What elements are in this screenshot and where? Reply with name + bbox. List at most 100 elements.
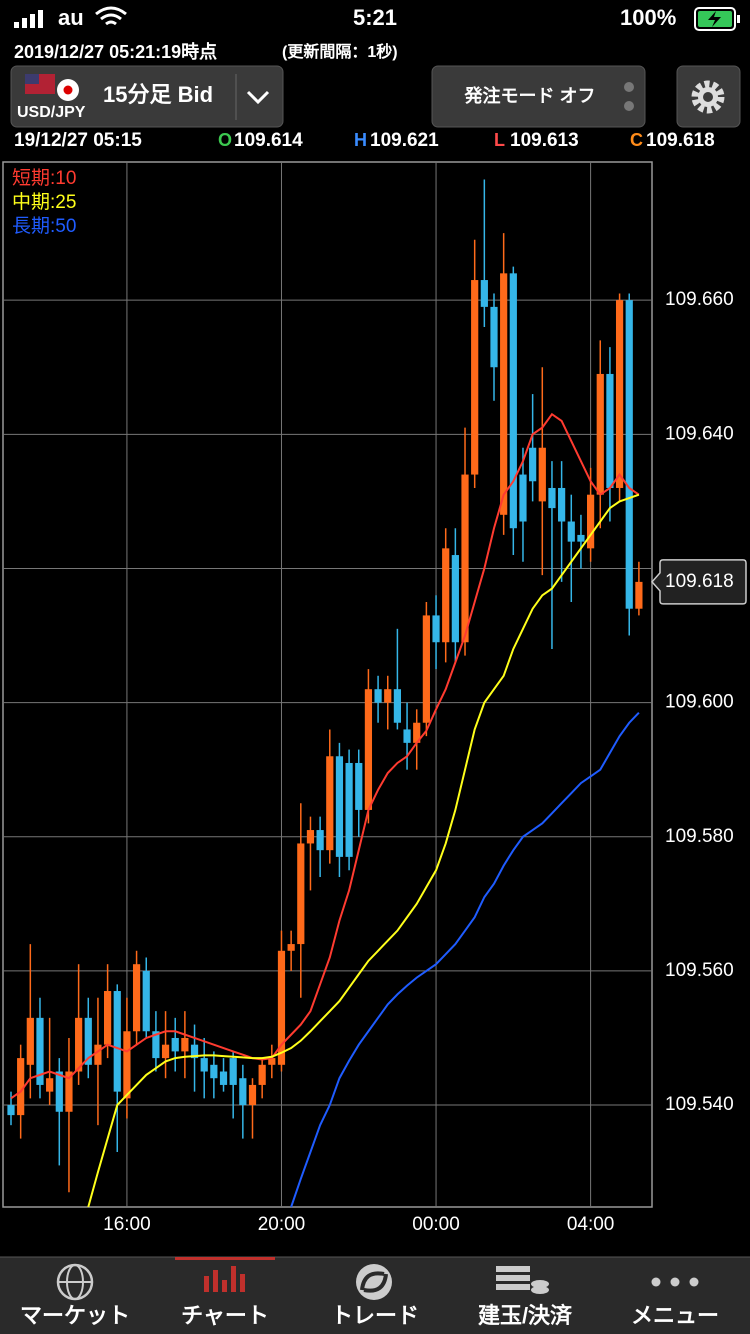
- order-mode: 発注モード オフ: [463, 85, 595, 106]
- order-mode-button[interactable]: 発注モード オフ: [431, 65, 646, 128]
- tab-label[interactable]: 建玉/決済: [478, 1303, 573, 1328]
- candle-body: [94, 1044, 102, 1065]
- candle-body: [297, 843, 305, 945]
- pair: USD/JPY: [17, 104, 86, 121]
- chart-icon: [204, 1266, 245, 1292]
- candle-body: [277, 950, 286, 1065]
- position-icon: [496, 1266, 549, 1294]
- update-interval: (更新間隔：1秒): [282, 42, 398, 61]
- candle-body: [355, 762, 363, 810]
- carrier: au: [58, 5, 84, 30]
- candle-body: [26, 1017, 34, 1065]
- candle-body: [248, 1084, 257, 1106]
- chevron: [246, 90, 270, 105]
- active-tab-indicator: [175, 1257, 275, 1260]
- candle-body: [210, 1064, 218, 1079]
- ohlc-time: 19/12/27 05:15: [14, 130, 142, 151]
- candle-body: [287, 944, 295, 951]
- tab-label[interactable]: メニュー: [631, 1303, 719, 1328]
- candle-body: [104, 991, 112, 1045]
- menu-icon: [651, 1277, 699, 1287]
- ohlc-letter: L: [494, 130, 505, 150]
- y-tick-label: 109.560: [665, 960, 734, 981]
- clock: 5:21: [353, 5, 397, 30]
- candle-body: [471, 280, 479, 475]
- candle-body: [480, 280, 488, 307]
- candle-body: [36, 1017, 44, 1085]
- ma-line: [10, 412, 640, 1100]
- candle-body: [171, 1037, 179, 1052]
- candle-body: [442, 548, 450, 643]
- y-tick-label: 109.660: [665, 289, 734, 310]
- moving-averages: [10, 412, 640, 1208]
- candle-body: [587, 494, 595, 549]
- candle-body: [548, 487, 556, 509]
- candle-body: [123, 1031, 131, 1099]
- candle-body: [577, 534, 585, 542]
- candle-body: [161, 1044, 170, 1059]
- y-tick-label: 109.640: [665, 423, 734, 444]
- ma-line: [290, 711, 640, 1208]
- wifi-icon: [95, 6, 127, 26]
- candle-body: [17, 1058, 25, 1116]
- candle-body: [306, 830, 315, 844]
- trade-icon: [356, 1264, 392, 1300]
- tab-label[interactable]: トレード: [331, 1303, 419, 1328]
- ohlc-value: 109.613: [510, 130, 579, 151]
- candles: [7, 179, 643, 1193]
- candle-body: [84, 1017, 92, 1065]
- candle-body: [625, 300, 633, 609]
- candle-body: [152, 1031, 160, 1059]
- candle-body: [335, 756, 344, 857]
- candle-body: [65, 1071, 73, 1112]
- candle-body: [509, 273, 517, 529]
- candle-body: [55, 1071, 63, 1112]
- signal-icon: [14, 10, 43, 28]
- candle-body: [393, 689, 401, 723]
- battery-percent: 100%: [620, 5, 676, 30]
- candle-body: [538, 447, 546, 502]
- candle-body: [326, 756, 334, 851]
- battery-icon: [694, 7, 740, 31]
- candle-body: [567, 521, 575, 542]
- legend-entry: 短期:10: [12, 167, 76, 189]
- candle-body: [606, 373, 614, 488]
- x-tick-label: 20:00: [258, 1214, 306, 1235]
- candle-body: [75, 1017, 83, 1072]
- candle-body: [403, 729, 411, 743]
- candle-body: [219, 1071, 228, 1085]
- price-tag-label: 109.618: [665, 571, 734, 592]
- pair-selector[interactable]: 15分足 Bid USD/JPY: [10, 65, 284, 128]
- ohlc-letter: O: [218, 130, 232, 150]
- x-tick-label: 04:00: [567, 1214, 615, 1235]
- candle-body: [384, 689, 392, 703]
- candle-body: [46, 1078, 54, 1092]
- candle-body: [364, 689, 373, 810]
- legend-entry: 中期:25: [12, 191, 76, 213]
- tab-label[interactable]: マーケット: [20, 1303, 130, 1328]
- plot-frame: [2, 161, 653, 1208]
- ohlc-values: O 109.614 H 109.621 L 109.613 C 109.618: [218, 130, 715, 151]
- ohlc-value: 109.618: [646, 130, 715, 151]
- candle-body: [413, 722, 421, 743]
- candle-body: [7, 1105, 15, 1116]
- candle-body: [635, 581, 643, 609]
- x-tick-label: 00:00: [412, 1214, 460, 1235]
- candle-body: [529, 447, 537, 482]
- candle-body: [229, 1058, 237, 1085]
- price-tag: [650, 559, 747, 605]
- ohlc-letter: H: [354, 130, 367, 150]
- candle-body: [615, 300, 624, 488]
- tab-label[interactable]: チャート: [181, 1303, 269, 1328]
- tabs: マーケット チャート トレード 建玉/決済 メニュー: [20, 1303, 719, 1328]
- candle-body: [200, 1058, 208, 1072]
- ohlc-letter: C: [630, 130, 643, 150]
- market-icon: [56, 1263, 94, 1301]
- candle-body: [422, 615, 430, 723]
- candle-body: [374, 689, 382, 703]
- settings-button[interactable]: [676, 65, 741, 128]
- candle-body: [596, 373, 604, 495]
